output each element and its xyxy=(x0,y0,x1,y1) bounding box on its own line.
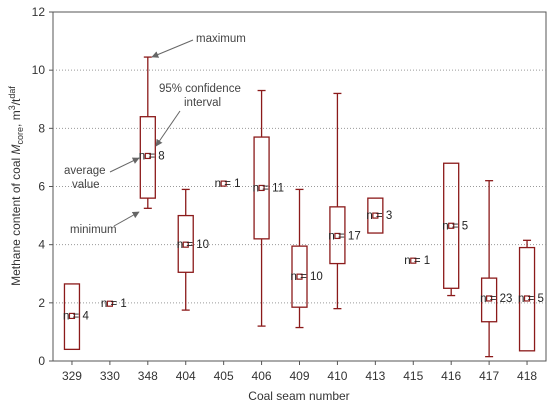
annotation-ci-arrow xyxy=(155,110,181,147)
box-seam-405 xyxy=(220,180,227,187)
x-tick-label: 417 xyxy=(479,369,499,383)
mean-marker xyxy=(258,184,265,192)
n-label-seam-404: n = 10 xyxy=(177,239,209,251)
mean-marker xyxy=(448,222,455,229)
confidence-box xyxy=(518,246,536,352)
sample-size-labels: n = 4 n = 1 n = 8 n = 10 n = 1 n = 11 n = 10 n … xyxy=(63,150,544,322)
y-tick-label: 8 xyxy=(38,121,45,135)
box-seam-404 xyxy=(177,188,194,311)
n-label-seam-329: n = 4 xyxy=(63,310,90,322)
confidence-box xyxy=(253,136,270,240)
n-label-seam-416: n = 5 xyxy=(442,220,468,232)
x-tick-label: 413 xyxy=(365,369,385,383)
x-tick-label: 329 xyxy=(62,369,82,383)
y-tick-label: 6 xyxy=(38,180,45,194)
confidence-box xyxy=(329,206,346,265)
n-label-seam-348: n = 8 xyxy=(139,150,165,162)
mean-marker xyxy=(372,212,379,219)
n-label-seam-415: n = 1 xyxy=(404,255,430,267)
mean-marker xyxy=(486,295,493,302)
mean-marker xyxy=(220,180,227,187)
y-axis-title-supdaf: daf xyxy=(7,86,17,99)
annotation-maximum-arrow xyxy=(151,39,194,58)
box-seam-409 xyxy=(291,188,308,329)
y-tick-label: 0 xyxy=(38,354,45,368)
y-tick-label: 2 xyxy=(38,296,45,310)
box-seam-417 xyxy=(480,180,498,358)
mean-marker xyxy=(68,312,76,320)
x-tick-label: 405 xyxy=(214,369,234,383)
y-axis-ticks: 0 2 4 6 8 10 12 xyxy=(32,5,53,368)
box-seam-410 xyxy=(329,92,346,310)
x-tick-label: 410 xyxy=(327,369,347,383)
y-tick-label: 12 xyxy=(32,5,46,19)
box-seam-418 xyxy=(518,239,536,352)
y-axis-title: Methane content of coal Mcore, m3/tdaf xyxy=(7,86,25,286)
annotation-maximum: maximum xyxy=(196,33,246,45)
x-tick-label: 406 xyxy=(252,369,272,383)
annotation-ci-line1: 95% confidence xyxy=(159,83,241,95)
x-tick-label: 409 xyxy=(289,369,309,383)
mean-marker xyxy=(523,295,531,302)
n-label-seam-418: n = 5 xyxy=(518,293,544,305)
y-tick-label: 4 xyxy=(38,238,45,252)
n-label-seam-330: n = 1 xyxy=(101,298,127,310)
y-axis-title-italic: M xyxy=(9,144,23,154)
confidence-box xyxy=(63,283,81,351)
x-tick-label: 415 xyxy=(403,369,423,383)
confidence-box xyxy=(480,277,498,323)
mean-marker xyxy=(410,257,417,264)
box-seam-406 xyxy=(253,89,270,327)
y-axis-title-tail: , m xyxy=(9,110,23,127)
y-axis-title-sub: core xyxy=(15,127,25,145)
x-axis-ticks: 329 330 348 404 405 406 409 410 413 415 416 417 418 xyxy=(62,361,537,383)
x-tick-label: 330 xyxy=(100,369,120,383)
n-label-seam-410: n = 17 xyxy=(328,230,360,242)
n-label-seam-413: n = 3 xyxy=(366,210,392,222)
box-seam-330 xyxy=(106,300,113,307)
mean-marker xyxy=(144,152,151,160)
x-tick-label: 418 xyxy=(517,369,537,383)
annotations: maximum 95% confidence interval average … xyxy=(64,33,246,236)
boxes-layer xyxy=(63,56,536,358)
box-seam-415 xyxy=(410,257,417,264)
mean-marker xyxy=(106,300,113,307)
annotation-average-line2: value xyxy=(72,179,100,191)
box-seam-413 xyxy=(367,197,384,234)
n-label-seam-409: n = 10 xyxy=(291,271,323,283)
n-label-seam-406: n = 11 xyxy=(253,182,284,194)
x-axis-title: Coal seam number xyxy=(248,389,349,403)
y-axis-title-sup3: 3 xyxy=(7,105,17,110)
box-seam-348 xyxy=(139,56,156,209)
y-axis-title-after: /t xyxy=(9,98,23,105)
mean-marker xyxy=(182,241,189,248)
annotation-average-arrow xyxy=(109,157,140,173)
confidence-box xyxy=(367,197,384,234)
y-axis-title-main: Methane content of coal xyxy=(9,154,23,285)
x-tick-label: 404 xyxy=(176,369,196,383)
confidence-box xyxy=(139,116,156,199)
n-label-seam-405: n = 1 xyxy=(215,178,241,190)
annotation-average-line1: average xyxy=(64,165,106,177)
annotation-minimum: minimum xyxy=(70,224,117,236)
x-tick-label: 348 xyxy=(138,369,158,383)
n-label-seam-417: n = 23 xyxy=(480,293,512,305)
y-tick-label: 10 xyxy=(32,63,46,77)
annotation-minimum-arrow xyxy=(113,211,140,227)
annotation-ci-line2: interval xyxy=(184,97,221,109)
confidence-box xyxy=(443,162,460,289)
x-tick-label: 416 xyxy=(441,369,461,383)
box-seam-329 xyxy=(63,283,81,351)
confidence-box xyxy=(291,245,308,308)
confidence-box xyxy=(177,214,194,273)
mean-marker xyxy=(296,273,303,280)
box-seam-416 xyxy=(443,162,460,297)
mean-marker xyxy=(334,232,341,240)
